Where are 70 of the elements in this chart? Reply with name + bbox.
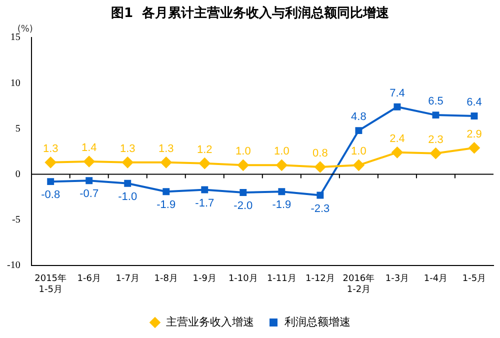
point: [199, 158, 210, 169]
x-tick-label: 2016年 1-2月: [342, 273, 375, 295]
data-label: 1.3: [158, 142, 174, 155]
y-tick-label: -10: [6, 260, 20, 272]
point: [122, 156, 134, 168]
point: [84, 156, 95, 168]
legend-label: 主营业务收入增速: [166, 315, 254, 328]
data-label: -1.9: [156, 199, 176, 212]
point: [468, 142, 480, 154]
chart-title: 图1 各月累计主营业务收入与利润总额同比增速: [110, 5, 390, 22]
data-label: -1.7: [195, 197, 214, 210]
point: [432, 112, 440, 119]
point: [47, 178, 54, 186]
y-tick-label: 10: [10, 78, 20, 89]
data-label: -2.0: [234, 200, 253, 212]
point: [201, 186, 208, 194]
data-label: 1.4: [81, 142, 97, 154]
x-tick-label: 1-7月: [116, 274, 140, 284]
x-tick-label: 1-5月: [462, 274, 486, 284]
y-tick-label: 15: [10, 32, 20, 44]
x-tick-label: 2015年 1-5月: [34, 273, 67, 295]
data-label: 4.8: [351, 111, 366, 124]
point: [162, 188, 170, 196]
data-label: -0.7: [80, 188, 99, 200]
data-label: 1.3: [42, 142, 58, 155]
x-tick-label: 1-4月: [424, 274, 448, 284]
data-label: 1.3: [120, 142, 136, 155]
data-label: -2.3: [310, 202, 330, 215]
data-label: 0.8: [312, 148, 328, 160]
point: [276, 160, 288, 171]
data-label: 1.0: [236, 146, 251, 158]
data-label: 1.2: [196, 144, 212, 156]
point: [392, 146, 403, 158]
x-tick-label: 1-11月: [266, 274, 296, 284]
y-tick-label: -5: [12, 214, 20, 226]
x-tick-label: 1-12月: [305, 274, 335, 284]
legend-label: 利润总额增速: [284, 315, 350, 328]
x-tick-label: 1-8月: [154, 274, 178, 284]
point: [160, 156, 172, 168]
data-label: -1.9: [272, 199, 292, 212]
point: [353, 160, 364, 171]
point: [238, 160, 249, 171]
point: [355, 127, 362, 134]
data-label: 2.9: [466, 128, 482, 140]
data-label: 2.4: [390, 132, 405, 145]
point: [314, 161, 326, 172]
point: [394, 103, 401, 110]
data-label: 1.0: [351, 146, 366, 158]
point: [430, 148, 442, 159]
data-label: -0.8: [41, 189, 60, 202]
y-tick-label: 0: [15, 168, 20, 180]
y-axis-title: (%): [17, 24, 33, 34]
x-tick-label: 1-10月: [228, 274, 258, 284]
x-tick-label: 1-3月: [385, 274, 410, 284]
point: [86, 177, 93, 184]
point: [316, 192, 324, 199]
data-label: 2.3: [428, 134, 444, 146]
data-label: 7.4: [390, 87, 405, 100]
data-label: 6.4: [466, 96, 482, 108]
y-tick-label: 5: [15, 123, 20, 134]
point: [240, 189, 247, 196]
point: [45, 156, 56, 168]
x-tick-label: 1-9月: [192, 274, 216, 284]
x-tick-label: 1-6月: [77, 274, 101, 284]
point: [470, 112, 478, 120]
point: [278, 188, 286, 196]
data-label: -1.0: [118, 190, 138, 203]
data-label: 6.5: [428, 96, 444, 108]
data-label: 1.0: [274, 146, 290, 158]
point: [124, 180, 132, 187]
